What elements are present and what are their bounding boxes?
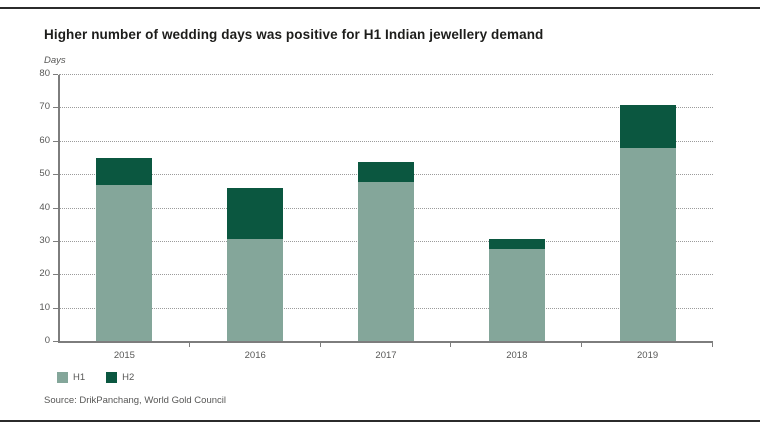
gridline-60: [59, 140, 713, 142]
y-tick-40: [53, 207, 58, 209]
x-tick-label-2015: 2015: [113, 350, 135, 361]
x-tick-label-2019: 2019: [637, 350, 659, 361]
y-tick-50: [53, 174, 58, 176]
legend-swatch-h1: [57, 372, 68, 383]
y-tick-20: [53, 274, 58, 276]
chart-title: Higher number of wedding days was positi…: [44, 27, 544, 42]
y-tick-label-80: 80: [39, 68, 50, 79]
plot-area: 0 10 20 30 40 50 60 70 80 2015 2016 2017 2018 2019: [39, 69, 713, 361]
bar-2018-h2-segment: [488, 238, 545, 249]
y-tick-80: [53, 74, 58, 75]
x-tick-4: [581, 343, 583, 347]
x-tick-1: [188, 343, 190, 347]
source-note: Source: DrikPanchang, World Gold Council: [44, 395, 226, 406]
bottom-rule: [0, 420, 760, 422]
top-rule: [0, 7, 760, 9]
y-tick-label-20: 20: [39, 268, 50, 280]
legend-swatch-h2: [106, 372, 118, 383]
y-tick-label-10: 10: [39, 301, 50, 313]
y-tick-label-50: 50: [39, 168, 50, 180]
y-tick-label-60: 60: [39, 134, 50, 146]
y-tick-10: [53, 307, 58, 309]
bar-2015: [96, 158, 153, 342]
legend: H1 H2: [57, 372, 134, 383]
bar-2019-h2-segment: [619, 105, 676, 149]
y-tick-30: [53, 240, 58, 242]
y-tick-60: [53, 140, 58, 142]
bar-2016-h1-segment: [227, 238, 284, 342]
x-tick-3: [450, 343, 452, 347]
y-tick-label-0: 0: [44, 335, 50, 346]
y-tick-label-70: 70: [39, 101, 50, 113]
y-axis-unit-label: Days: [44, 55, 66, 66]
x-tick-2: [319, 343, 321, 347]
bar-2019-h1-segment: [619, 148, 676, 342]
y-tick-label-30: 30: [39, 234, 50, 246]
x-axis-line: [58, 341, 713, 343]
bar-2019: [619, 105, 676, 342]
bar-2018-h1-segment: [488, 248, 545, 342]
legend-label-h2: H2: [122, 372, 135, 383]
bar-2017-h2-segment: [358, 161, 414, 182]
bar-2015-h2-segment: [96, 158, 153, 186]
x-tick-label-2016: 2016: [244, 350, 266, 361]
bar-2016-h2-segment: [227, 188, 284, 239]
bar-2018: [488, 238, 545, 342]
bar-2017-h1-segment: [358, 181, 414, 342]
gridline-70: [59, 107, 713, 109]
y-tick-0: [53, 341, 58, 342]
legend-item-h1: H1: [57, 372, 85, 383]
bar-2016: [227, 188, 284, 342]
x-tick-label-2017: 2017: [375, 350, 397, 361]
bar-2017: [358, 161, 414, 342]
gridline-80: [59, 74, 713, 75]
y-tick-label-40: 40: [39, 201, 50, 213]
legend-item-h2: H2: [106, 372, 134, 383]
x-tick-label-2018: 2018: [506, 350, 528, 361]
y-axis-line: [58, 75, 60, 342]
x-tick-5: [712, 343, 713, 347]
bar-2015-h1-segment: [96, 185, 153, 342]
y-tick-70: [53, 107, 58, 109]
legend-label-h1: H1: [73, 372, 86, 383]
